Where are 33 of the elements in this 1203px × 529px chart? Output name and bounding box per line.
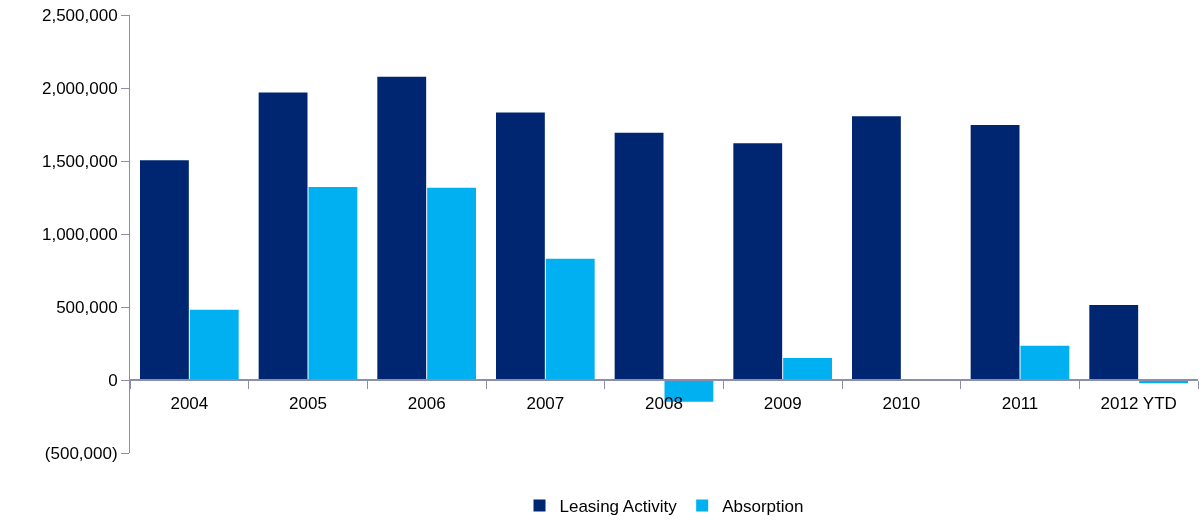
- bar: [258, 92, 308, 380]
- y-tick-label: 500,000: [56, 297, 118, 317]
- bar: [1020, 345, 1070, 380]
- y-tick-label: 0: [108, 370, 118, 390]
- x-tick-label: 2009: [763, 394, 802, 414]
- x-tick-label: 2004: [170, 394, 209, 414]
- bar: [970, 124, 1020, 380]
- bar: [851, 116, 901, 380]
- bar: [377, 76, 427, 380]
- x-tick-label: 2011: [1001, 394, 1039, 414]
- legend-label: Leasing Activity: [559, 497, 678, 517]
- y-tick-label: 1,500,000: [41, 151, 118, 171]
- y-tick-label: 1,000,000: [41, 224, 118, 244]
- y-tick-label: 2,500,000: [41, 5, 118, 25]
- bar: [733, 143, 783, 380]
- y-tick-label: (500,000): [44, 443, 118, 463]
- bar: [139, 160, 189, 380]
- bar: [189, 309, 239, 380]
- x-tick-label: 2008: [645, 394, 683, 414]
- bar: [545, 258, 595, 380]
- x-tick-label: 2012 YTD: [1100, 394, 1177, 414]
- x-tick-label: 2006: [407, 394, 446, 414]
- bar: [308, 186, 358, 380]
- bar: [1089, 305, 1139, 380]
- x-tick-label: 2007: [526, 394, 565, 414]
- bar: [614, 132, 664, 380]
- legend-label: Absorption: [722, 497, 804, 517]
- x-tick-label: 2010: [882, 394, 921, 414]
- y-tick-label: 2,000,000: [41, 78, 118, 98]
- x-tick-label: 2005: [289, 394, 327, 414]
- bar: [783, 358, 833, 380]
- bar: [427, 187, 477, 380]
- bar: [495, 112, 545, 380]
